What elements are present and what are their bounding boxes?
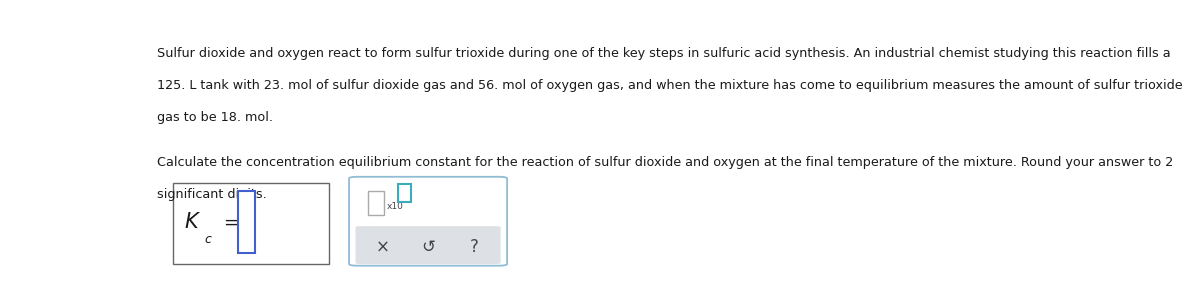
Text: $\mathit{c}$: $\mathit{c}$ [204,232,212,246]
Text: gas to be 18. mol.: gas to be 18. mol. [157,111,274,124]
FancyBboxPatch shape [173,183,330,264]
Text: ×: × [376,238,389,256]
Text: Calculate the concentration equilibrium constant for the reaction of sulfur diox: Calculate the concentration equilibrium … [157,156,1174,169]
Text: $=$: $=$ [220,213,239,231]
FancyBboxPatch shape [367,191,384,215]
Text: significant digits.: significant digits. [157,188,268,201]
FancyBboxPatch shape [355,226,500,264]
Text: ↺: ↺ [421,238,436,256]
Text: Sulfur dioxide and oxygen react to form sulfur trioxide during one of the key st: Sulfur dioxide and oxygen react to form … [157,48,1171,60]
Text: ?: ? [469,238,479,256]
FancyBboxPatch shape [398,184,412,202]
Text: 125. L tank with 23. mol of sulfur dioxide gas and 56. mol of oxygen gas, and wh: 125. L tank with 23. mol of sulfur dioxi… [157,80,1183,92]
FancyBboxPatch shape [349,177,508,266]
FancyBboxPatch shape [239,191,256,253]
Text: $\mathit{K}$: $\mathit{K}$ [185,212,202,232]
Text: x10: x10 [388,202,404,211]
